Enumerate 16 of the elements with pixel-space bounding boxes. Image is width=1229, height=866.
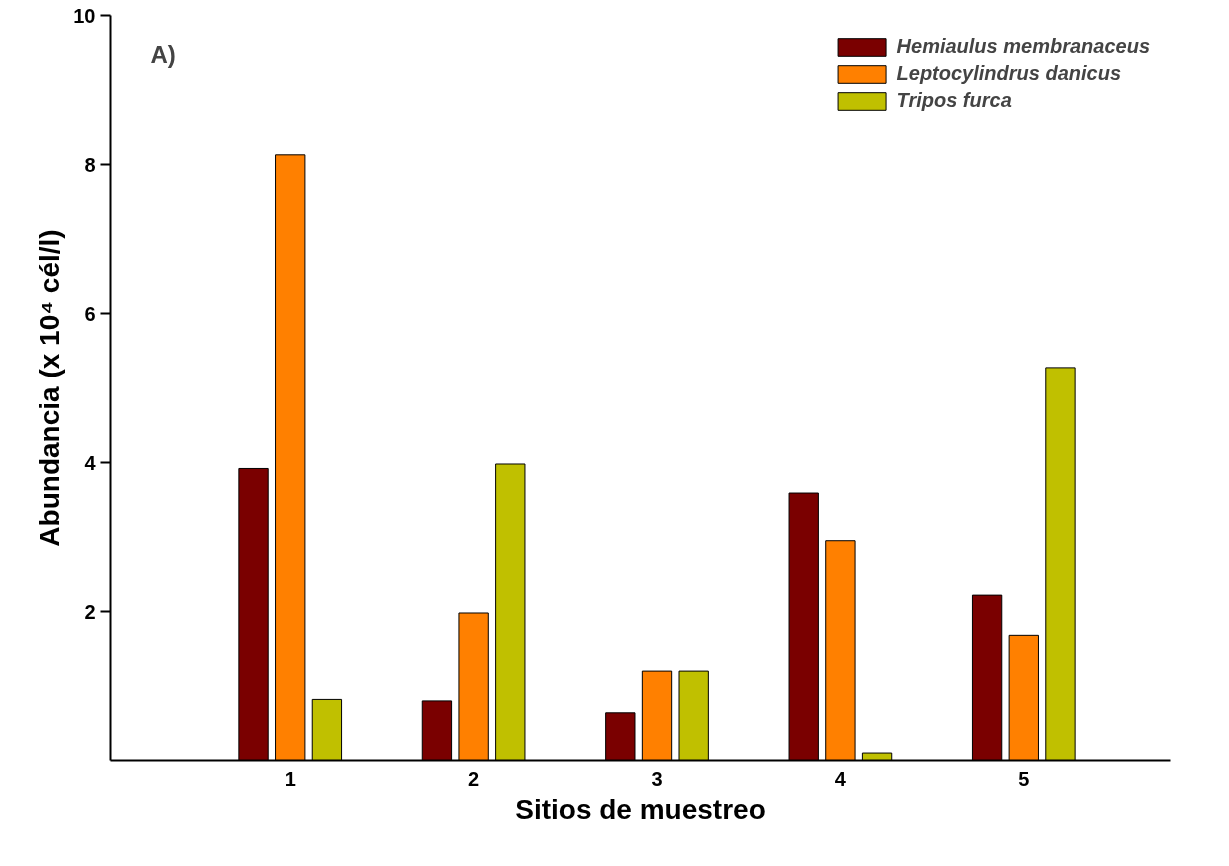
- x-tick-label: 1: [284, 767, 296, 790]
- y-tick-label: 10: [73, 4, 96, 27]
- x-tick-label: 2: [468, 767, 480, 790]
- y-tick-label: 8: [84, 153, 96, 176]
- legend-label: Leptocylindrus danicus: [896, 62, 1122, 85]
- x-tick-label: 5: [1018, 767, 1030, 790]
- legend-label: Hemiaulus membranaceus: [896, 35, 1150, 58]
- legend-label: Tripos furca: [896, 89, 1012, 112]
- y-axis-title: Abundancia (x 10⁴ cél/l): [34, 229, 66, 547]
- x-tick-label: 3: [651, 767, 663, 790]
- y-tick-label: 2: [84, 600, 96, 623]
- annotation: A): [150, 40, 176, 68]
- x-tick-label: 4: [834, 767, 847, 790]
- y-tick-label: 6: [84, 302, 96, 325]
- x-axis-title: Sitios de muestreo: [515, 793, 766, 825]
- y-tick-label: 4: [84, 451, 97, 474]
